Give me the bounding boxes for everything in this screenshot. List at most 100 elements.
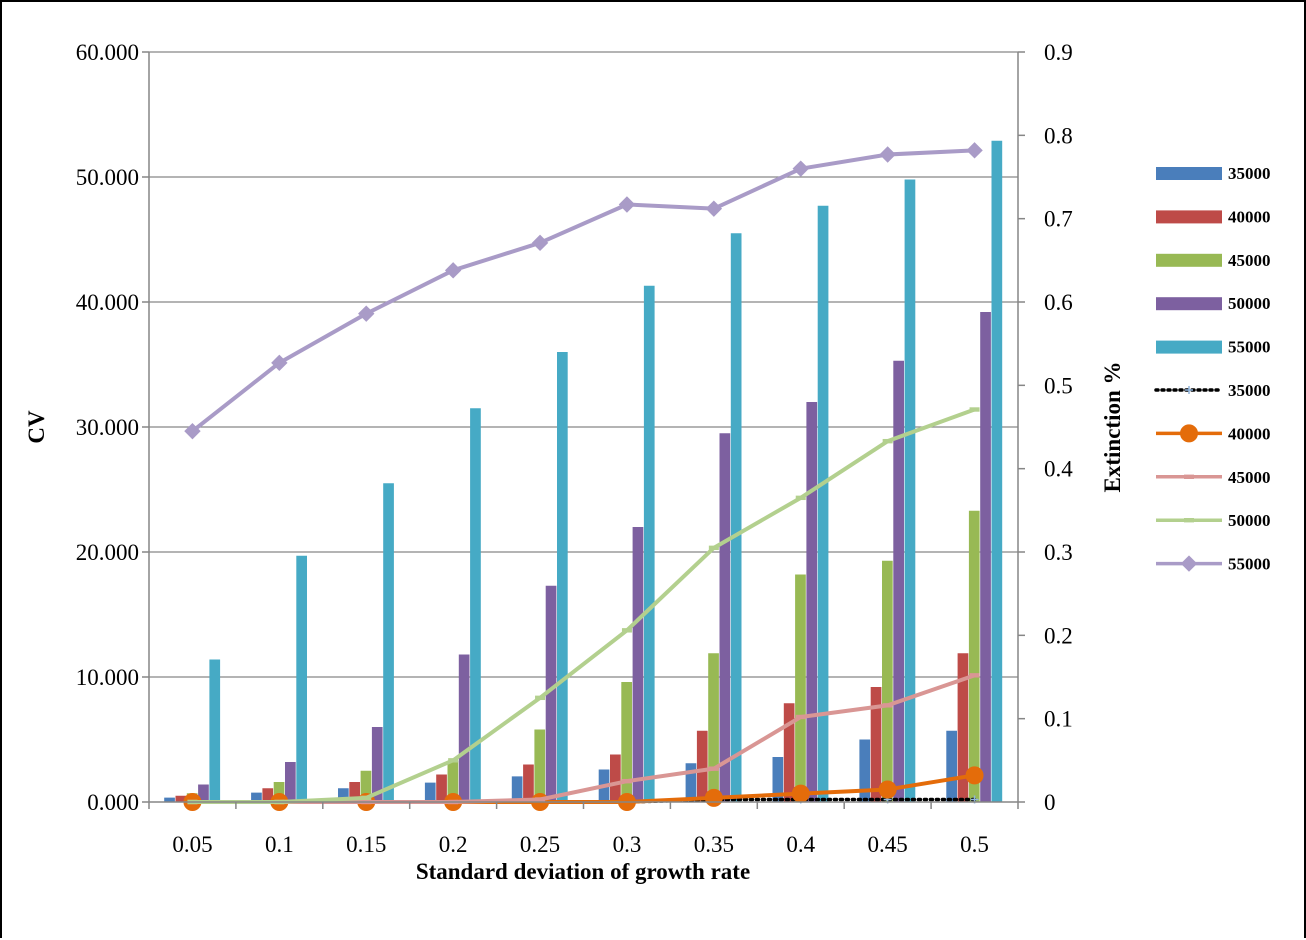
y-right-tick-label: 0.1 [1044,707,1073,732]
point-55000-0.5 [966,142,983,159]
y-right-tick-label: 0.6 [1044,290,1073,315]
legend-label: 55000 [1228,555,1271,574]
bar-40000-0.45 [870,687,882,802]
point-50000-0.15 [361,795,372,801]
point-45000-0.45 [882,703,893,708]
point-50000-0.5 [969,407,980,412]
gridlines [149,51,1018,678]
bar-35000-0.45 [859,739,871,802]
x-tick-label: 0.1 [265,832,294,857]
y-right-tick-label: 0.7 [1044,207,1073,232]
legend-marker-35000 [1185,386,1193,394]
point-40000-0.4 [791,784,810,803]
bar-35000-0.25 [511,776,523,802]
legend-label: 35000 [1228,381,1271,400]
bar-40000-0.2 [436,774,447,802]
legend-swatch-bar-40000 [1156,210,1222,224]
bar-50000-0.3 [632,527,644,802]
legend-label: 40000 [1228,207,1271,226]
bar-35000-0.1 [251,792,262,802]
point-55000-0.1 [271,354,288,372]
bar-40000-0.4 [783,703,795,802]
y-axis-left-title: CV [24,410,49,444]
legend-label: 50000 [1228,511,1271,530]
bar-55000-0.45 [904,179,916,802]
point-40000-0.45 [878,780,897,799]
point-50000-0.35 [708,545,719,551]
point-40000-0.35 [704,788,723,807]
bar-55000-0.35 [730,233,742,802]
legend-swatch-bar-35000 [1156,167,1222,180]
bar-45000-0.45 [882,560,893,802]
y-left-tick-label: 20.000 [76,540,139,565]
legend-swatch-bar-45000 [1156,253,1222,267]
legend-swatch-bar-50000 [1156,297,1222,311]
y-left-tick-label: 30.000 [76,415,139,440]
point-55000-0.05 [184,422,201,440]
line-45000 [192,673,976,804]
bar-40000-0.15 [349,782,360,802]
point-55000-0.25 [531,234,549,252]
bar-55000-0.3 [643,285,655,802]
x-tick-label: 0.25 [520,832,560,857]
point-45000-0.35 [708,766,719,771]
bar-35000-0.2 [424,782,436,802]
x-tick-label: 0.05 [172,832,212,857]
y-right-tick-label: 0.5 [1044,373,1073,398]
bar-45000-0.4 [795,574,806,802]
bar-55000-0.2 [470,408,481,802]
bar-series-group [164,140,1003,802]
bar-45000-0.3 [621,682,632,802]
bar-40000-0.05 [175,795,187,802]
bar-55000-0.15 [383,483,394,802]
x-tick-label: 0.35 [694,832,734,857]
line-55000 [191,148,975,433]
legend-marker-50000 [1184,518,1194,523]
point-45000-0.4 [795,714,806,720]
bar-55000-0.5 [991,140,1003,802]
point-40000-0.5 [965,766,984,785]
point-45000-0.5 [969,673,980,678]
legend-marker-40000 [1180,424,1198,443]
bar-50000-0.4 [806,402,818,802]
y-right-tick-label: 0.8 [1044,123,1073,148]
point-55000-0.35 [705,200,723,217]
legend-label: 35000 [1228,164,1271,183]
legend-label: 40000 [1228,424,1271,443]
point-50000-0.3 [621,628,632,633]
x-axis-title: Standard deviation of growth rate [416,859,750,884]
bar-40000-0.5 [957,653,969,802]
bar-35000-0.35 [685,763,697,802]
bar-45000-0.35 [708,653,719,802]
point-55000-0.45 [879,146,896,163]
bar-40000-0.1 [262,788,274,802]
y-left-tick-label: 50.000 [76,165,139,190]
point-55000-0.3 [618,196,636,213]
bar-55000-0.05 [209,659,221,802]
point-45000-0.3 [621,778,632,784]
bar-50000-0.2 [458,654,470,802]
bar-45000-0.25 [534,729,546,802]
y-right-tick-label: 0.2 [1044,623,1073,648]
bar-35000-0.4 [772,757,784,802]
y-right-tick-label: 0.3 [1044,540,1073,565]
x-tick-label: 0.4 [786,832,815,857]
bar-35000-0.15 [338,788,349,802]
bar-45000-0.5 [968,510,980,802]
y-right-tick-label: 0.4 [1044,457,1073,482]
bar-55000-0.25 [557,352,568,802]
legend-label: 45000 [1228,468,1271,487]
x-tick-label: 0.2 [439,832,468,857]
legend-label: 45000 [1228,251,1271,270]
bar-40000-0.25 [523,764,534,802]
bar-55000-0.4 [817,205,829,802]
x-tick-label: 0.3 [613,832,642,857]
bar-50000-0.15 [371,727,383,802]
point-55000-0.15 [358,305,375,322]
legend: 35000 40000 45000 50000 55000 35000 40000 45000… [1154,164,1271,574]
bar-45000-0.2 [447,760,459,802]
legend-label: 50000 [1228,294,1271,313]
x-tick-label: 0.5 [960,832,989,857]
point-55000-0.4 [792,160,809,177]
legend-marker-55000 [1180,555,1198,572]
